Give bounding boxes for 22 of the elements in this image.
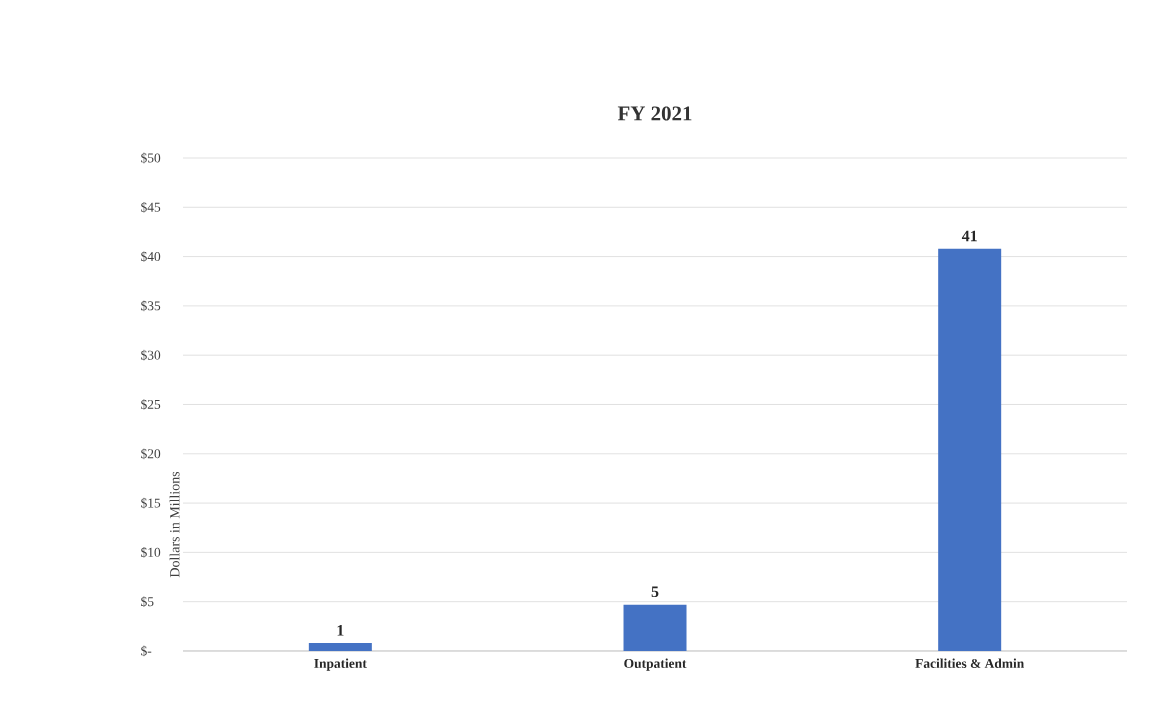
y-tick-label: $20 xyxy=(141,448,161,460)
chart-title: FY 2021 xyxy=(617,106,692,121)
data-label: 1 xyxy=(337,625,344,636)
y-tick-label: $35 xyxy=(141,300,161,312)
x-tick-label: Facilities & Admin xyxy=(915,658,1025,668)
y-axis-title: Dollars in Millions xyxy=(169,471,180,578)
y-tick-label: $30 xyxy=(141,349,161,361)
bar xyxy=(938,248,1002,651)
y-tick-label: $5 xyxy=(141,596,154,608)
y-tick-label: $45 xyxy=(141,201,161,213)
x-tick-label: Inpatient xyxy=(314,658,367,671)
bar xyxy=(623,604,687,651)
bar xyxy=(308,643,372,651)
y-tick-label: $15 xyxy=(141,497,161,509)
y-tick-label: $- xyxy=(141,645,152,657)
y-tick-label: $25 xyxy=(141,399,161,410)
x-tick-label: Outpatient xyxy=(624,658,687,671)
y-tick-label: $50 xyxy=(141,152,161,164)
data-label: 5 xyxy=(651,586,659,598)
y-tick-label: $10 xyxy=(141,547,161,558)
data-label: 41 xyxy=(961,230,977,242)
y-tick-label: $40 xyxy=(141,251,161,262)
